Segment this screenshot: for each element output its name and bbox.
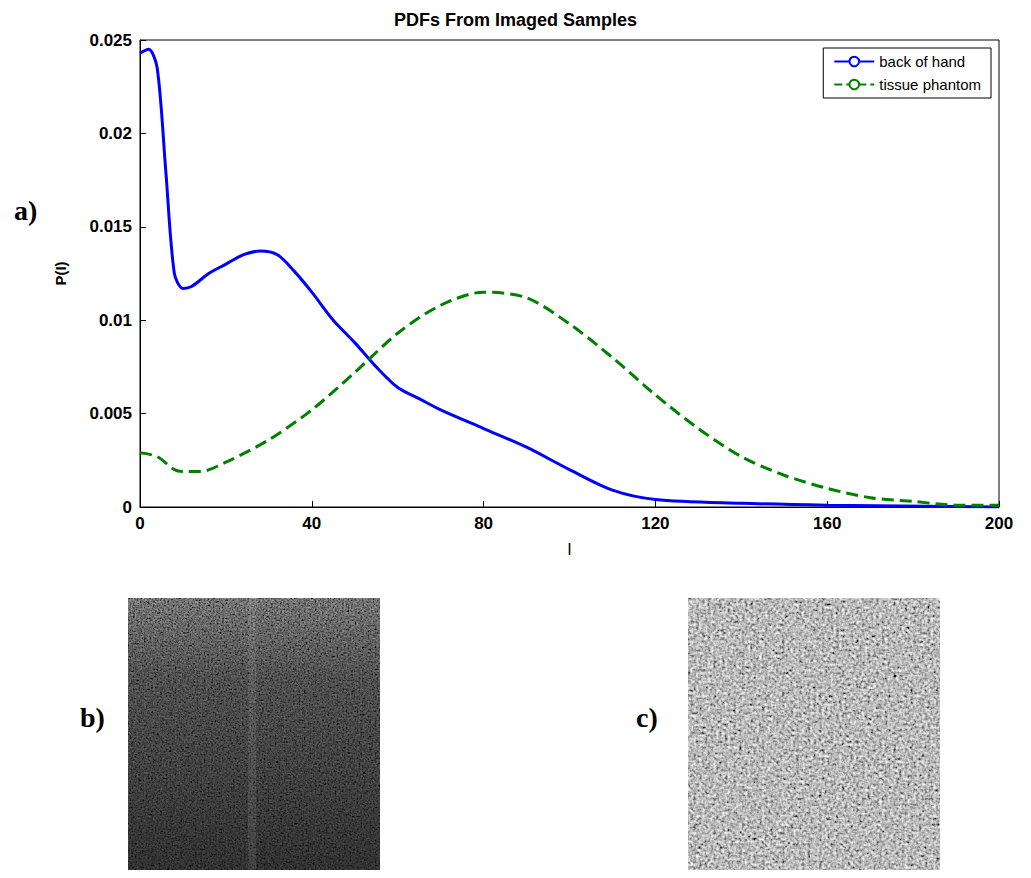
svg-text:I: I: [567, 541, 571, 558]
svg-text:40: 40: [302, 514, 321, 533]
svg-text:0.01: 0.01: [99, 311, 132, 330]
svg-text:0: 0: [135, 514, 144, 533]
svg-text:200: 200: [985, 514, 1013, 533]
svg-text:120: 120: [641, 514, 669, 533]
svg-text:PDFs From Imaged Samples: PDFs From Imaged Samples: [394, 10, 637, 30]
svg-text:0.025: 0.025: [89, 31, 132, 50]
svg-text:back of hand: back of hand: [879, 53, 965, 70]
svg-text:0: 0: [123, 498, 132, 517]
html-text:c): c): [636, 702, 658, 733]
svg-text:tissue phantom: tissue phantom: [879, 76, 981, 93]
html-text:b): b): [80, 702, 105, 733]
svg-text:80: 80: [474, 514, 493, 533]
svg-text:0.015: 0.015: [89, 217, 132, 236]
svg-text:0.005: 0.005: [89, 404, 132, 423]
svg-text:160: 160: [813, 514, 841, 533]
html-text:a): a): [14, 195, 38, 226]
svg-text:P(I): P(I): [52, 261, 69, 285]
svg-text:0.02: 0.02: [99, 124, 132, 143]
